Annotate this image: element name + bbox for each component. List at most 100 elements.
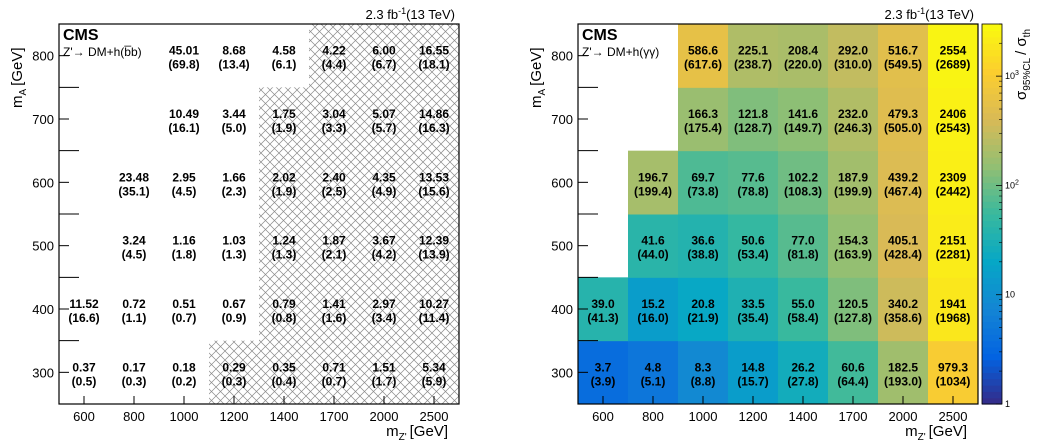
heatmap-cell — [778, 214, 829, 278]
excluded-cell-hatch — [359, 214, 410, 278]
observed-limit-label: 14.8 — [741, 360, 765, 374]
expected-limit-label: (81.8) — [787, 248, 818, 262]
excluded-cell-hatch — [409, 214, 460, 278]
expected-limit-label: (16.1) — [168, 121, 199, 135]
expected-limit-label: (1034) — [936, 374, 971, 388]
heatmap-cell — [928, 150, 979, 215]
observed-limit-label: 45.01 — [169, 44, 199, 58]
bbbar-limit-panel: 0.37 (0.5) 0.17 (0.3) 0.18 (0.2) 0.29 (0.3) 0.35… — [9, 6, 460, 443]
excluded-cell-hatch — [409, 24, 460, 88]
observed-limit-label: 516.7 — [888, 44, 918, 58]
color-scale-segment — [982, 157, 1002, 164]
observed-limit-label: 8.68 — [222, 44, 246, 58]
color-scale-segment — [982, 220, 1002, 228]
color-scale-tick-label: 1 — [1005, 399, 1010, 409]
heatmap-cells — [578, 24, 979, 405]
color-scale-segment — [982, 43, 1002, 50]
observed-limit-label: 2.02 — [272, 170, 296, 184]
cms-label: CMS — [63, 27, 99, 44]
color-scale-segment — [982, 214, 1002, 221]
expected-limit-label: (0.7) — [322, 374, 347, 388]
heatmap-cell — [728, 214, 779, 278]
excluded-cell-hatch — [359, 24, 410, 88]
observed-limit-label: 50.6 — [741, 234, 765, 248]
observed-limit-label: 0.71 — [322, 360, 346, 374]
observed-limit-label: 0.79 — [272, 297, 296, 311]
color-scale-segment — [982, 100, 1002, 107]
expected-limit-label: (35.1) — [118, 184, 149, 198]
expected-limit-label: (149.7) — [784, 121, 822, 135]
y-axis-title: mA[GeV] — [9, 47, 29, 108]
color-scale-segment — [982, 176, 1002, 183]
expected-limit-label: (13.9) — [418, 248, 449, 262]
axis-ticks: 600 800 1000 1200 1400 1700 2000 2500 300 400 500 6… — [32, 49, 448, 424]
color-scale-segment — [982, 226, 1002, 234]
observed-limit-label: 23.48 — [119, 170, 149, 184]
observed-limit-label: 166.3 — [688, 107, 718, 121]
observed-limit-label: 8.3 — [695, 360, 712, 374]
observed-limit-label: 3.24 — [122, 234, 146, 248]
expected-limit-label: (0.8) — [272, 311, 297, 325]
color-scale-segment — [982, 163, 1002, 171]
expected-limit-label: (199.4) — [634, 184, 672, 198]
observed-limit-label: 20.8 — [691, 297, 715, 311]
color-scale-segment — [982, 340, 1002, 348]
expected-limit-label: (73.8) — [687, 184, 718, 198]
expected-limit-label: (35.4) — [737, 311, 768, 325]
x-tick-label: 1000 — [689, 409, 718, 424]
observed-limit-label: 0.67 — [222, 297, 246, 311]
bbbar-limit-chart: 0.37(0.5)0.17(0.3)0.18(0.2)0.29(0.3)0.35… — [9, 6, 460, 443]
observed-limit-label: 121.8 — [738, 107, 768, 121]
color-scale-segment — [982, 372, 1002, 380]
color-scale-segment — [982, 328, 1002, 335]
y-tick-label: 800 — [551, 49, 573, 64]
observed-limit-label: 39.0 — [591, 297, 615, 311]
observed-limit-label: 26.2 — [791, 360, 815, 374]
color-scale-segment — [982, 277, 1002, 285]
color-scale-segment — [982, 119, 1002, 126]
observed-limit-label: 0.29 — [222, 360, 246, 374]
process-label: Z'→ DM+h(γγ) — [582, 45, 659, 59]
observed-limit-label: 102.2 — [788, 170, 818, 184]
gammagamma-limit-chart: 3.7(3.9)4.8(5.1)8.3(8.8)14.8(15.7)26.2(2… — [528, 6, 1033, 443]
expected-limit-label: (8.8) — [691, 374, 716, 388]
y-tick-label: 400 — [32, 302, 54, 317]
expected-limit-label: (193.0) — [884, 374, 922, 388]
observed-limit-label: 2151 — [940, 234, 967, 248]
heatmap-cell — [778, 24, 829, 88]
expected-limit-label: (3.4) — [372, 311, 397, 325]
observed-limit-label: 4.58 — [272, 44, 296, 58]
excluded-cell-hatch — [309, 214, 360, 278]
expected-limit-label: (4.9) — [372, 184, 397, 198]
x-tick-label: 1200 — [739, 409, 768, 424]
expected-limit-label: (44.0) — [637, 248, 668, 262]
expected-limit-label: (238.7) — [734, 58, 772, 72]
expected-limit-label: (4.5) — [122, 248, 147, 262]
gammagamma-limit-panel: 3.7 (3.9) 4.8 (5.1) 8.3 (8.8) 14.8 (15.7) 26.2 (2… — [519, 0, 1038, 448]
color-scale-segment — [982, 252, 1002, 259]
observed-limit-label: 4.8 — [645, 360, 662, 374]
color-scale-segment — [982, 233, 1002, 240]
excluded-cell-hatch — [359, 150, 410, 215]
expected-limit-label: (69.8) — [168, 58, 199, 72]
observed-limit-label: 1.51 — [372, 360, 396, 374]
expected-limit-label: (38.8) — [687, 248, 718, 262]
color-scale-segment — [982, 195, 1002, 202]
y-tick-label: 600 — [551, 175, 573, 190]
expected-limit-label: (505.0) — [884, 121, 922, 135]
expected-limit-label: (16.6) — [68, 311, 99, 325]
cell-labels: 3.7(3.9)4.8(5.1)8.3(8.8)14.8(15.7)26.2(2… — [587, 44, 970, 389]
expected-limit-label: (2.5) — [322, 184, 347, 198]
heatmap-cell — [678, 87, 729, 152]
excluded-cell-hatch — [359, 277, 410, 342]
observed-limit-label: 3.04 — [322, 107, 346, 121]
color-scale-segment — [982, 283, 1002, 291]
observed-limit-label: 41.6 — [641, 234, 665, 248]
observed-limit-label: 1.24 — [272, 234, 296, 248]
observed-limit-label: 232.0 — [838, 107, 868, 121]
x-tick-label: 2500 — [939, 409, 968, 424]
color-scale-segment — [982, 207, 1002, 215]
expected-limit-label: (0.7) — [172, 311, 197, 325]
expected-limit-label: (1.3) — [272, 248, 297, 262]
observed-limit-label: 77.0 — [791, 234, 815, 248]
